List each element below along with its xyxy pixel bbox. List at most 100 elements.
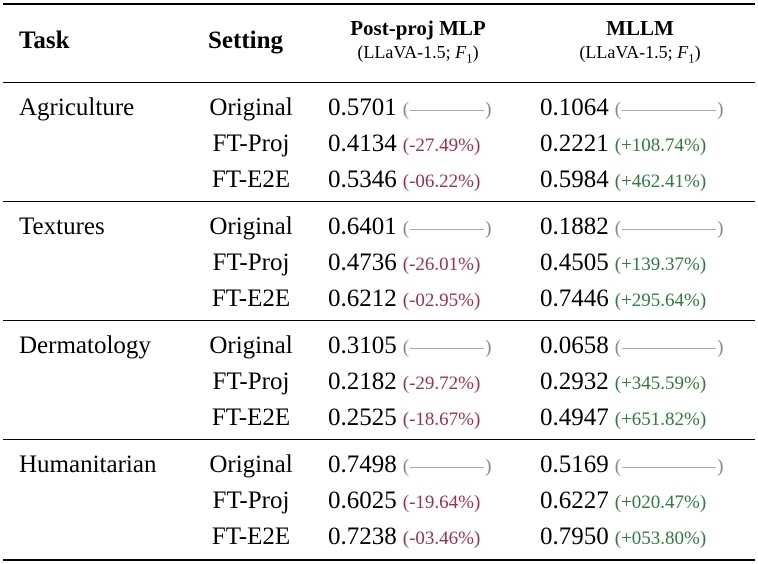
mllm-cell: 0.1064() <box>540 92 723 126</box>
top-rule <box>3 3 755 5</box>
mllm-delta: (+020.47%) <box>614 492 707 513</box>
mllm-cell: 0.7446 (+295.64%) <box>540 283 706 317</box>
mllm-delta: (+345.59%) <box>614 373 707 394</box>
mllm-value: 0.2932 <box>540 368 609 395</box>
mllm-cell: 0.1882() <box>540 211 723 245</box>
setting-label: FT-E2E <box>211 404 291 431</box>
header-post-proj-mlp-subtitle: (LLaVA-1.5; F1) <box>357 42 479 66</box>
mllm-delta-placeholder: () <box>614 99 724 120</box>
mllm-cell: 0.0658() <box>540 330 723 364</box>
post-proj-mlp-delta-placeholder: () <box>402 337 492 358</box>
mllm-value: 0.7950 <box>540 523 609 550</box>
mllm-delta-placeholder: () <box>614 337 724 358</box>
post-proj-mlp-value: 0.2182 <box>328 368 397 395</box>
post-proj-mlp-value: 0.4134 <box>328 130 397 157</box>
post-proj-mlp-delta: (-18.67%) <box>402 409 481 430</box>
post-proj-mlp-cell: 0.4134 (-27.49%) <box>328 128 480 162</box>
post-proj-mlp-delta: (-29.72%) <box>402 373 481 394</box>
post-proj-mlp-cell: 0.5346 (-06.22%) <box>328 164 480 198</box>
setting-label: FT-Proj <box>212 249 290 276</box>
mllm-value: 0.5169 <box>540 451 609 478</box>
post-proj-mlp-value: 0.3105 <box>328 332 397 359</box>
mllm-value: 0.4947 <box>540 404 609 431</box>
post-proj-mlp-delta: (-27.49%) <box>402 135 481 156</box>
mllm-cell: 0.4947 (+651.82%) <box>540 402 706 436</box>
header-rule <box>3 82 755 83</box>
post-proj-mlp-value: 0.6025 <box>328 487 397 514</box>
mllm-value: 0.4505 <box>540 249 609 276</box>
setting-label: FT-E2E <box>211 285 291 312</box>
post-proj-mlp-value: 0.6401 <box>328 213 397 240</box>
post-proj-mlp-delta: (-06.22%) <box>402 171 481 192</box>
post-proj-mlp-cell: 0.6025 (-19.64%) <box>328 485 480 519</box>
post-proj-mlp-delta-placeholder: () <box>402 456 492 477</box>
mllm-delta: (+108.74%) <box>614 135 707 156</box>
setting-label: FT-Proj <box>212 487 290 514</box>
setting-label: Original <box>209 94 293 121</box>
post-proj-mlp-cell: 0.6401() <box>328 211 491 245</box>
group-divider <box>3 201 755 202</box>
post-proj-mlp-cell: 0.5701() <box>328 92 491 126</box>
post-proj-mlp-delta: (-19.64%) <box>402 492 481 513</box>
mllm-value: 0.0658 <box>540 332 609 359</box>
mllm-delta: (+295.64%) <box>614 290 707 311</box>
task-name: Agriculture <box>19 94 135 121</box>
post-proj-mlp-value: 0.2525 <box>328 404 397 431</box>
setting-label: FT-Proj <box>212 368 290 395</box>
post-proj-mlp-cell: 0.2525 (-18.67%) <box>328 402 480 436</box>
setting-label: FT-E2E <box>211 523 291 550</box>
header-mllm-subtitle: (LLaVA-1.5; F1) <box>579 42 701 66</box>
mllm-cell: 0.6227 (+020.47%) <box>540 485 706 519</box>
mllm-cell: 0.5984 (+462.41%) <box>540 164 706 198</box>
post-proj-mlp-delta: (-03.46%) <box>402 528 481 549</box>
post-proj-mlp-value: 0.4736 <box>328 249 397 276</box>
mllm-value: 0.7446 <box>540 285 609 312</box>
header-post-proj-mlp: Post-proj MLP (LLaVA-1.5; F1) <box>318 16 518 71</box>
post-proj-mlp-delta-placeholder: () <box>402 218 492 239</box>
header-post-proj-mlp-title: Post-proj MLP <box>350 16 486 40</box>
mllm-cell: 0.2932 (+345.59%) <box>540 366 706 400</box>
post-proj-mlp-cell: 0.4736 (-26.01%) <box>328 247 480 281</box>
mllm-value: 0.1064 <box>540 94 609 121</box>
mllm-delta-placeholder: () <box>614 218 724 239</box>
mllm-value: 0.2221 <box>540 130 609 157</box>
post-proj-mlp-delta: (-02.95%) <box>402 290 481 311</box>
task-name: Dermatology <box>19 332 151 359</box>
group-divider <box>3 439 755 440</box>
post-proj-mlp-cell: 0.6212 (-02.95%) <box>328 283 480 317</box>
header-mllm: MLLM (LLaVA-1.5; F1) <box>536 16 744 71</box>
post-proj-mlp-cell: 0.3105() <box>328 330 491 364</box>
task-name: Textures <box>19 213 105 240</box>
mllm-delta: (+053.80%) <box>614 528 707 549</box>
post-proj-mlp-value: 0.7238 <box>328 523 397 550</box>
mllm-value: 0.1882 <box>540 213 609 240</box>
mllm-cell: 0.7950 (+053.80%) <box>540 521 706 555</box>
post-proj-mlp-delta-placeholder: () <box>402 99 492 120</box>
setting-label: Original <box>209 451 293 478</box>
setting-label: FT-Proj <box>212 130 290 157</box>
task-name: Humanitarian <box>19 451 157 478</box>
post-proj-mlp-cell: 0.7498() <box>328 449 491 483</box>
mllm-delta: (+462.41%) <box>614 171 707 192</box>
mllm-cell: 0.4505 (+139.37%) <box>540 247 706 281</box>
header-setting: Setting <box>208 27 283 54</box>
post-proj-mlp-cell: 0.2182 (-29.72%) <box>328 366 480 400</box>
mllm-delta: (+139.37%) <box>614 254 707 275</box>
mllm-cell: 0.2221 (+108.74%) <box>540 128 706 162</box>
setting-label: Original <box>209 213 293 240</box>
group-divider <box>3 320 755 321</box>
post-proj-mlp-value: 0.5346 <box>328 166 397 193</box>
header-mllm-title: MLLM <box>606 16 674 40</box>
mllm-cell: 0.5169() <box>540 449 723 483</box>
mllm-delta: (+651.82%) <box>614 409 707 430</box>
post-proj-mlp-value: 0.5701 <box>328 94 397 121</box>
setting-label: Original <box>209 332 293 359</box>
post-proj-mlp-value: 0.7498 <box>328 451 397 478</box>
bottom-rule <box>3 559 755 561</box>
setting-label: FT-E2E <box>211 166 291 193</box>
post-proj-mlp-delta: (-26.01%) <box>402 254 481 275</box>
mllm-value: 0.6227 <box>540 487 609 514</box>
post-proj-mlp-value: 0.6212 <box>328 285 397 312</box>
header-task: Task <box>19 27 70 54</box>
